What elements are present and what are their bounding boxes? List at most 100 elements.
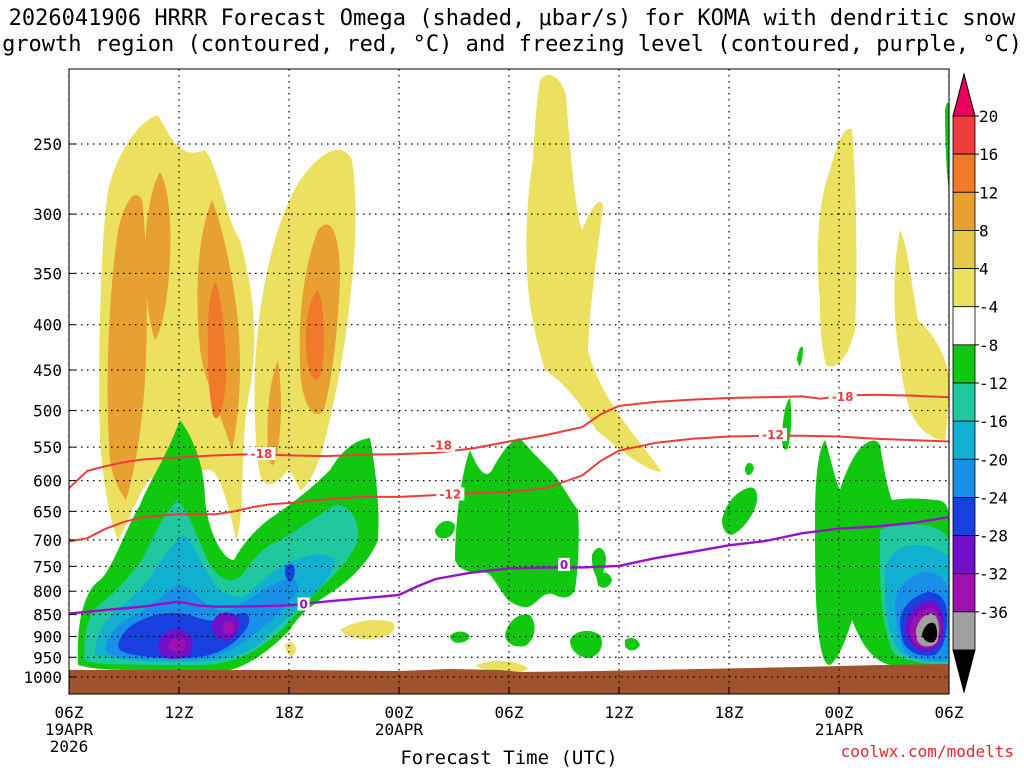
omega-minus4-area-8 <box>592 547 606 577</box>
y-tick-label: 750 <box>33 557 62 576</box>
omega-minus4-area-3 <box>435 520 455 539</box>
colorbar-label: -28 <box>979 527 1008 546</box>
y-tick-label: 500 <box>33 402 62 421</box>
y-tick-label: 300 <box>33 205 62 224</box>
omega-shading <box>69 75 949 694</box>
colorbar-swatch <box>952 230 976 269</box>
omega-plus4-area-6 <box>340 620 395 640</box>
omega-plus8-area-1 <box>107 194 147 501</box>
contour-label: -12 <box>439 487 461 501</box>
title-line-2: growth region (contoured, red, °C) and f… <box>2 32 1022 57</box>
omega-minus36-area-1 <box>922 622 938 643</box>
omega-plus8-area-2 <box>145 172 171 340</box>
omega-minus4-area-15 <box>945 102 949 190</box>
colorbar-label: 16 <box>979 145 998 164</box>
omega-minus28-area-1 <box>168 637 186 652</box>
contour-label-bg <box>558 557 570 571</box>
colorbar-swatch <box>952 153 976 193</box>
y-tick-label: 350 <box>33 264 62 283</box>
y-tick-label: 950 <box>33 648 62 667</box>
colorbar-label: -24 <box>979 488 1008 507</box>
colorbar-swatch <box>952 115 976 155</box>
contour-label-bg <box>297 597 310 611</box>
colorbar-label: -36 <box>979 603 1008 622</box>
omega-minus4-area-9 <box>596 572 612 588</box>
omega-plus4-area-4 <box>817 129 857 367</box>
x-tick-label: 06Z <box>55 703 84 722</box>
omega-minus28-area-2 <box>222 621 235 634</box>
colorbar-swatch <box>952 344 976 384</box>
omega-minus20-area-2 <box>285 564 295 582</box>
contour-label: -12 <box>762 428 784 442</box>
colorbar-swatch <box>952 573 976 613</box>
colorbar-swatch <box>952 382 976 422</box>
omega-minus4-area-7 <box>625 637 640 651</box>
colorbar-label: -16 <box>979 412 1008 431</box>
y-tick-label: 1000 <box>23 668 62 687</box>
chart-title: 2026041906 HRRR Forecast Omega (shaded, … <box>0 6 1024 58</box>
y-tick-label: 850 <box>33 606 62 625</box>
y-tick-label: 700 <box>33 531 62 550</box>
omega-minus4-area-10 <box>722 487 758 535</box>
x-tick-label: 00Z <box>385 703 414 722</box>
omega-minus4-area-2 <box>455 438 579 608</box>
x-tick-label: 20APR <box>375 720 424 739</box>
colorbar-label: 20 <box>979 107 998 126</box>
contour-labels: -18 -18 -18 -12 -12 0 0 <box>247 390 857 611</box>
y-axis: 250 300 350 400 450 500 550 600 650 700 750 800 850 9… <box>23 135 75 687</box>
colorbar-min-triangle <box>952 649 976 694</box>
colorbar-swatch <box>952 458 976 498</box>
y-tick-label: 900 <box>33 627 62 646</box>
x-tick-label: 12Z <box>605 703 634 722</box>
colorbar-label: 8 <box>979 221 989 240</box>
x-axis-label: Forecast Time (UTC) <box>400 747 617 768</box>
x-tick-label: 06Z <box>495 703 524 722</box>
colorbar-label: -32 <box>979 565 1008 584</box>
terrain-ground <box>69 664 949 694</box>
colorbar-swatch <box>952 611 976 651</box>
colorbar-max-triangle <box>952 72 976 117</box>
colorbar-label: -4 <box>979 298 998 317</box>
omega-plus12-area-1 <box>207 282 226 419</box>
colorbar-swatch <box>952 420 976 460</box>
y-tick-label: 600 <box>33 472 62 491</box>
x-tick-label: 21APR <box>815 720 864 739</box>
omega-minus4-area-11 <box>745 462 754 476</box>
contour-label: 0 <box>560 558 568 572</box>
contour-label-bg <box>427 438 456 452</box>
colorbar-swatch <box>952 268 976 308</box>
contour-label: -18 <box>832 390 854 404</box>
credit-link[interactable]: coolwx.com/modelts <box>841 742 1014 761</box>
omega-minus4-area-4 <box>505 614 535 647</box>
colorbar-swatch <box>952 535 976 575</box>
contour-label-bg <box>828 390 857 404</box>
y-tick-label: 450 <box>33 361 62 380</box>
y-tick-label: 550 <box>33 438 62 457</box>
contour-label-bg <box>759 428 787 442</box>
contour-label: -18 <box>251 447 273 461</box>
x-tick-label: 00Z <box>825 703 854 722</box>
omega-minus4-area-13 <box>797 346 803 366</box>
contour-label-bg <box>436 487 465 501</box>
x-tick-label: 12Z <box>165 703 194 722</box>
colorbar-label: -20 <box>979 450 1008 469</box>
omega-plus4-area-5 <box>894 230 949 440</box>
omega-plus4-area-8 <box>285 642 296 657</box>
colorbar-swatch <box>952 306 976 346</box>
y-tick-label: 400 <box>33 316 62 335</box>
colorbar-label: -8 <box>979 336 998 355</box>
colorbar-swatch <box>952 497 976 536</box>
colorbar-swatch <box>952 191 976 231</box>
colorbar-label: 12 <box>979 183 998 202</box>
contour-label: 0 <box>299 597 307 611</box>
x-tick-label: 2026 <box>50 737 89 756</box>
dgz-minus18-contour <box>69 393 949 489</box>
colorbar-label: 4 <box>979 260 989 279</box>
x-tick-label: 18Z <box>715 703 744 722</box>
omega-minus4-area-5 <box>570 630 602 658</box>
y-tick-label: 800 <box>33 582 62 601</box>
title-line-1: 2026041906 HRRR Forecast Omega (shaded, … <box>8 6 1016 31</box>
omega-plus12-area-2 <box>306 290 325 380</box>
